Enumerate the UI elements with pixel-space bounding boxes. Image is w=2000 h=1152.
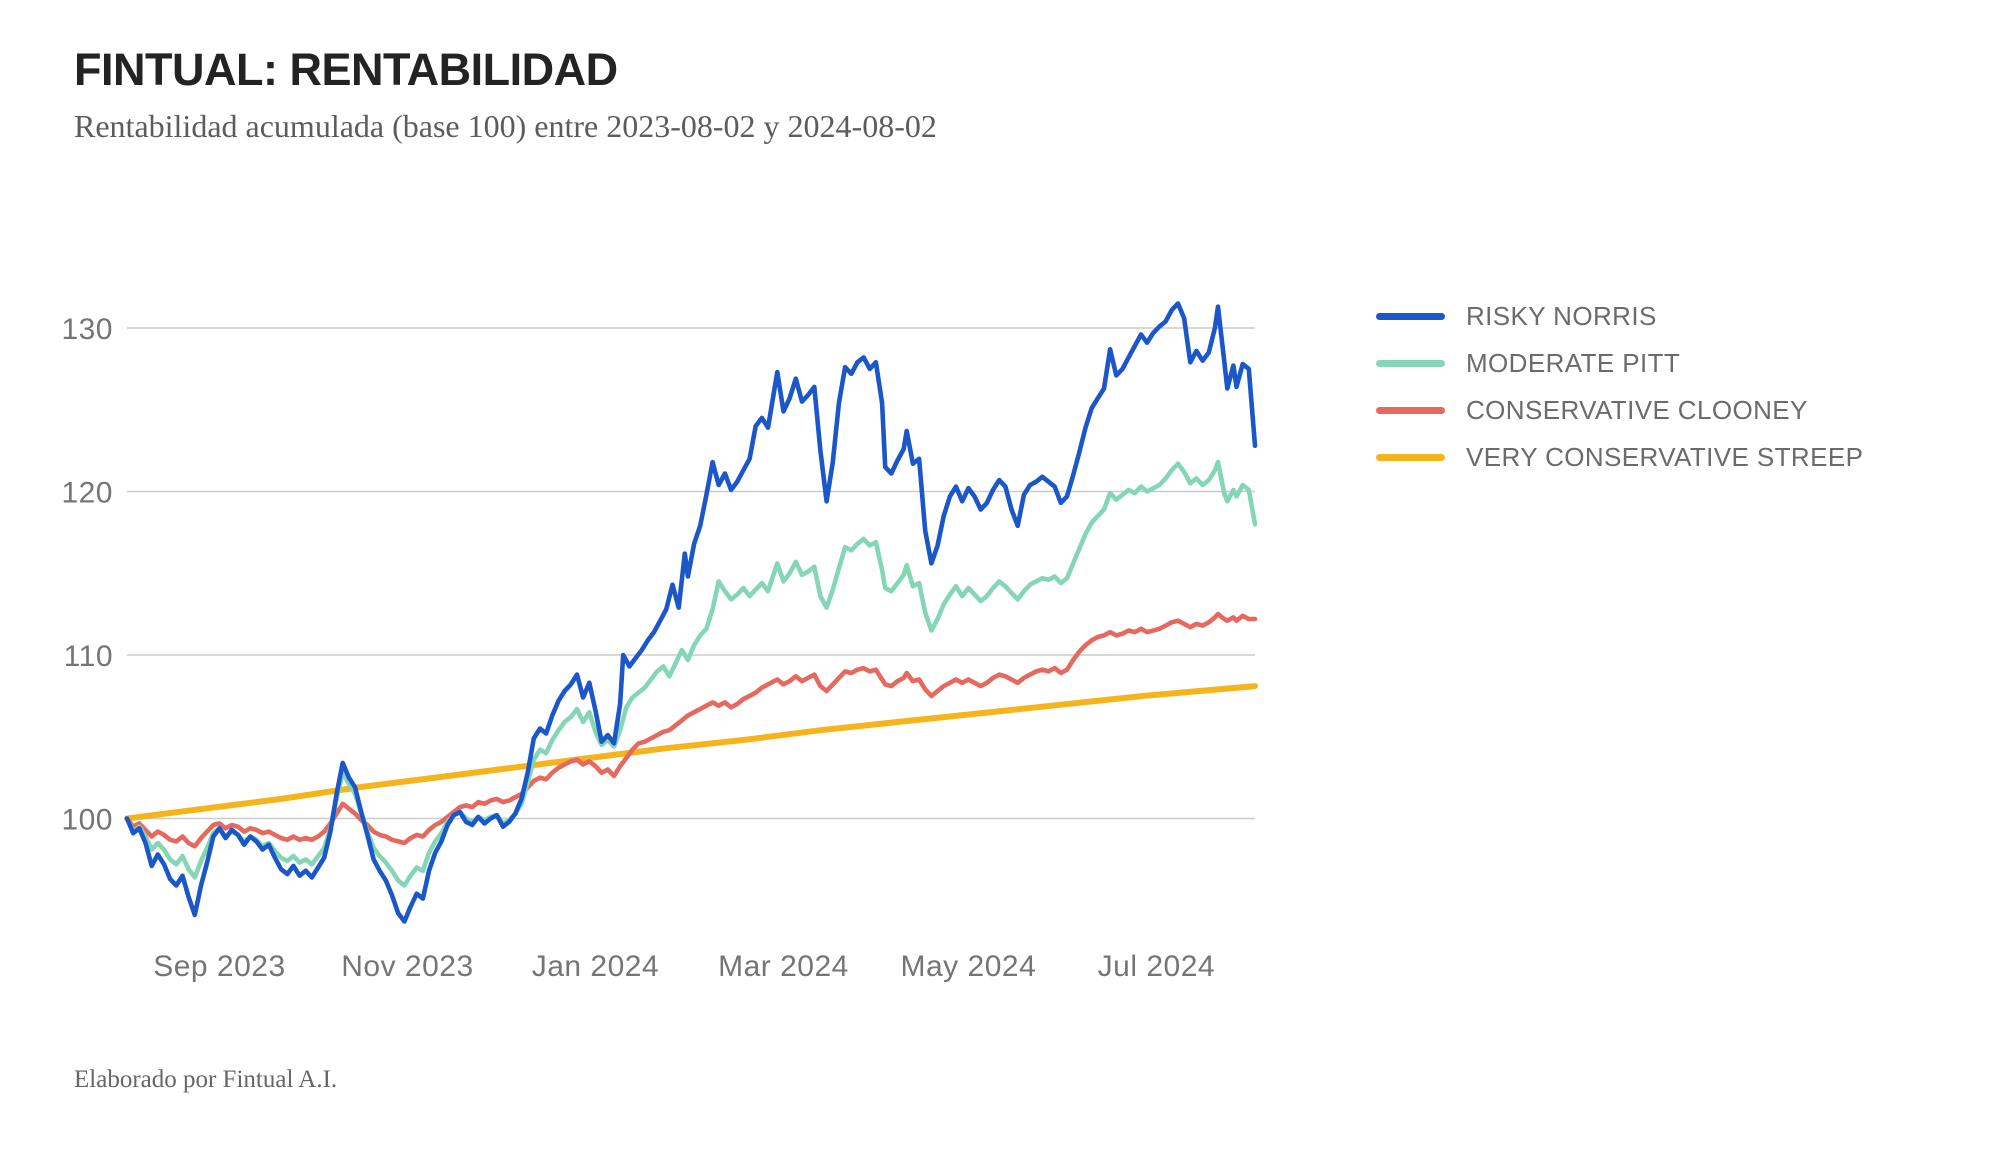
legend-label: MODERATE PITT bbox=[1466, 348, 1681, 378]
legend-item: VERY CONSERVATIVE STREEP bbox=[1376, 434, 1863, 481]
legend-item: RISKY NORRIS bbox=[1376, 293, 1863, 340]
legend-label: RISKY NORRIS bbox=[1466, 301, 1657, 331]
legend-swatch-icon bbox=[1376, 313, 1445, 320]
series-line-conservative-clooney bbox=[124, 611, 1258, 849]
x-axis-label-mar-2024: Mar 2024 bbox=[718, 950, 849, 983]
x-axis-label-nov-2023: Nov 2023 bbox=[341, 950, 473, 983]
series-line-risky-norris bbox=[124, 301, 1258, 924]
legend-label: VERY CONSERVATIVE STREEP bbox=[1466, 442, 1864, 472]
series-line-moderate-pitt bbox=[124, 459, 1258, 888]
series-line-very-conservative-streep bbox=[124, 683, 1258, 822]
legend-swatch-icon bbox=[1376, 454, 1445, 461]
chart-footer: Elaborado por Fintual A.I. bbox=[74, 1066, 338, 1093]
y-axis-label-110: 110 bbox=[64, 640, 113, 673]
y-axis-label-100: 100 bbox=[61, 804, 113, 837]
x-axis-label-may-2024: May 2024 bbox=[901, 950, 1037, 983]
y-axis-label-120: 120 bbox=[61, 477, 113, 510]
legend-swatch-icon bbox=[1376, 360, 1445, 367]
legend-item: CONSERVATIVE CLOONEY bbox=[1376, 387, 1863, 434]
legend-swatch-icon bbox=[1376, 407, 1445, 414]
x-axis-label-sep-2023: Sep 2023 bbox=[153, 950, 285, 983]
y-axis-label-130: 130 bbox=[61, 313, 113, 346]
chart-subtitle: Rentabilidad acumulada (base 100) entre … bbox=[74, 108, 937, 144]
chart-legend: RISKY NORRIS MODERATE PITT CONSERVATIVE CL… bbox=[1376, 293, 1863, 481]
x-axis-label-jul-2024: Jul 2024 bbox=[1098, 950, 1215, 983]
legend-item: MODERATE PITT bbox=[1376, 340, 1863, 387]
legend-label: CONSERVATIVE CLOONEY bbox=[1466, 395, 1808, 425]
page-title: FINTUAL: RENTABILIDAD bbox=[74, 44, 618, 95]
x-axis-label-jan-2024: Jan 2024 bbox=[532, 950, 659, 983]
